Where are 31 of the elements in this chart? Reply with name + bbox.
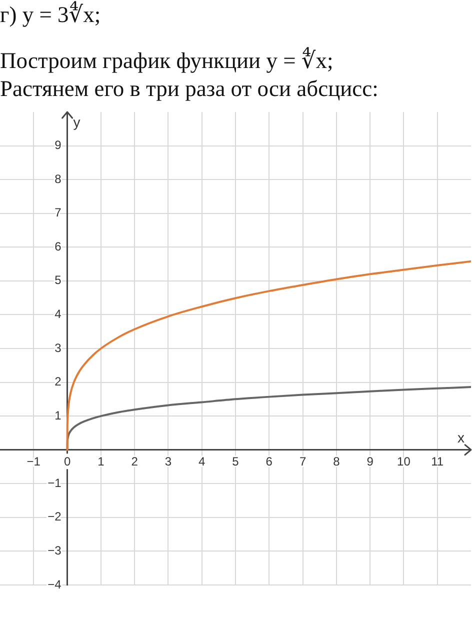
y-tick-label: 4 xyxy=(54,307,62,322)
text: Растянем его в три раза от оси абсцисс: xyxy=(0,76,378,102)
y-tick-label: 6 xyxy=(54,239,62,254)
y-tick-label: 2 xyxy=(54,374,62,389)
x-tick-label: 4 xyxy=(198,454,206,468)
y-tick-label: 7 xyxy=(54,206,62,220)
x-tick-label: −1 xyxy=(26,454,41,468)
y-tick-label: −2 xyxy=(48,510,62,524)
y-tick-label: 1 xyxy=(54,408,62,422)
y-tick-label: −1 xyxy=(48,476,62,490)
x-axis-title: x xyxy=(458,430,464,446)
chart-title: г) y = 3∜x; xyxy=(0,2,101,28)
y-tick-label: 8 xyxy=(54,172,62,186)
x-tick-label: 11 xyxy=(431,454,444,468)
x-tick-label: 9 xyxy=(366,454,374,468)
y-tick-label: 3 xyxy=(54,340,62,355)
x-tick-label: 3 xyxy=(164,454,172,468)
line-series xyxy=(66,260,471,451)
x-tick-label: 8 xyxy=(333,454,340,468)
y-tick-label: 9 xyxy=(54,138,62,152)
y-tick-label: −3 xyxy=(48,544,62,558)
y-tick-label: −4 xyxy=(48,577,62,592)
x-tick-label: 6 xyxy=(266,454,273,468)
text: Построим график функции y = ∜x; xyxy=(0,48,334,74)
x-tick-label: 7 xyxy=(299,454,306,468)
x-tick-label: 2 xyxy=(131,454,138,468)
x-tick-label: 1 xyxy=(98,454,105,468)
x-tick-label: 5 xyxy=(232,454,240,468)
y-axis-title: y xyxy=(73,114,80,130)
x-tick-label: 10 xyxy=(397,454,411,468)
y-tick-label: 5 xyxy=(54,273,62,288)
